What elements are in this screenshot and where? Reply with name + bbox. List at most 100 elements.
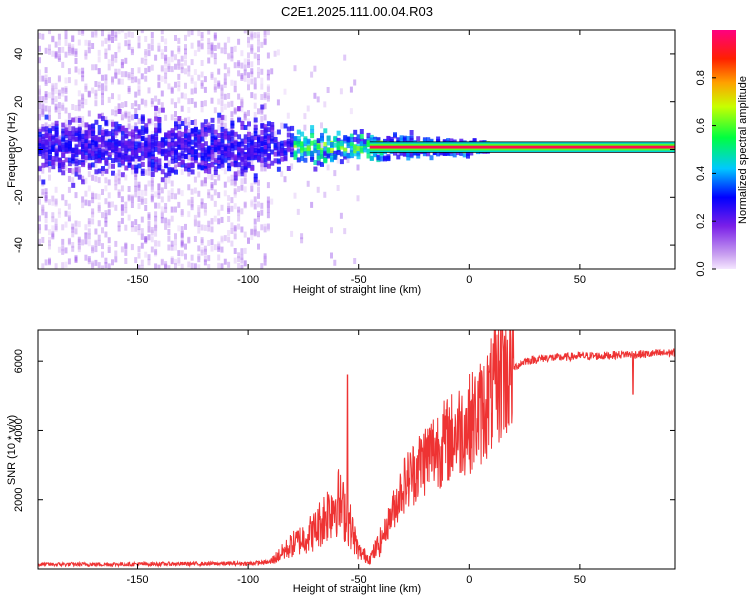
- spectrogram-cell: [220, 93, 224, 100]
- spectrogram-cell: [134, 219, 138, 226]
- spectrogram-cell: [393, 132, 397, 138]
- spectrogram-cell: [97, 139, 101, 146]
- spectrogram-cell: [77, 149, 82, 155]
- spectrogram-cell: [111, 76, 114, 83]
- spectrogram-cell: [353, 129, 358, 135]
- spectrogram-cell: [184, 59, 187, 66]
- spectrogram-cell: [77, 130, 82, 136]
- spectrogram-cell: [300, 131, 305, 137]
- spectrogram-cell: [140, 158, 144, 165]
- spectrogram-cell: [280, 170, 284, 177]
- spectrogram-cell: [452, 152, 457, 158]
- spectrogram-cell: [283, 176, 287, 183]
- spectrogram-cell: [164, 132, 169, 138]
- spectrogram-cell: [71, 44, 75, 51]
- spectrogram-cell: [120, 209, 124, 216]
- spectrogram-cell: [81, 162, 86, 168]
- spectrogram-cell: [220, 237, 224, 244]
- spectrogram-cell: [233, 188, 237, 195]
- spectrogram-cell: [177, 37, 181, 44]
- spectrogram-cell: [134, 141, 139, 147]
- spectrogram-cell: [67, 168, 72, 173]
- spectrogram-cell: [87, 40, 91, 47]
- spectrogram-cell: [101, 251, 104, 258]
- spectrogram-cell: [54, 120, 59, 126]
- spectrogram-cell: [250, 45, 254, 52]
- spectrogram-cell: [127, 88, 131, 94]
- spectrogram-cell: [61, 61, 65, 68]
- spectrogram-cell: [210, 133, 215, 139]
- spectrogram-cell: [48, 236, 51, 243]
- spectrogram-cell: [104, 52, 108, 59]
- spectrogram-cell: [120, 158, 125, 164]
- spectrogram-cell: [127, 162, 132, 168]
- spectrogram-cell: [150, 162, 155, 168]
- spectrogram-cell: [247, 52, 250, 59]
- spectrogram-cell: [134, 114, 139, 119]
- spectrogram-cell: [240, 141, 245, 147]
- spectrogram-cell: [117, 152, 122, 158]
- spectrogram-cell: [61, 87, 65, 94]
- spectrogram-cell: [167, 137, 171, 144]
- spectrogram-cell: [107, 155, 112, 160]
- spectrogram-cell: [91, 247, 95, 254]
- spectrogram-cell: [57, 39, 61, 46]
- spectrogram-cell: [81, 196, 85, 203]
- spectrogram-cell: [203, 134, 207, 141]
- spectrogram-cell: [48, 161, 52, 167]
- spectrogram-cell: [67, 211, 71, 218]
- spectrogram-cell: [54, 137, 59, 143]
- spectrogram-cell: [207, 189, 211, 196]
- spectrogram-cell: [250, 135, 255, 141]
- spectrogram-cell: [260, 68, 264, 75]
- spectrogram-cell: [203, 141, 208, 147]
- spectrogram-cell: [306, 180, 310, 187]
- spectrogram-cell: [111, 30, 114, 34]
- spectrogram-cell: [257, 231, 260, 238]
- spectrogram-cell: [207, 192, 211, 199]
- spectrogram-cell: [160, 107, 165, 113]
- spectrogram-cell: [213, 170, 218, 175]
- spectrogram-cell: [266, 52, 270, 59]
- spectrogram-cell: [227, 195, 231, 202]
- spectrogram-cell: [97, 234, 101, 241]
- spectrogram-cell: [303, 151, 308, 157]
- spectrogram-cell: [462, 152, 467, 158]
- spectrogram-cell: [71, 148, 76, 154]
- spectrogram-cell: [154, 116, 159, 122]
- spectrogram-cell: [64, 164, 68, 171]
- spectrogram-cell: [349, 108, 353, 115]
- spectrogram-cell: [190, 75, 194, 82]
- spectrogram-cell: [120, 59, 124, 66]
- spectrogram-cell: [164, 152, 169, 158]
- spectrogram-cell: [170, 145, 175, 151]
- spectrogram-cell: [237, 223, 241, 230]
- spectrogram-cell: [170, 86, 174, 93]
- spectrogram-cell: [323, 146, 328, 152]
- spectrogram-cell: [187, 261, 191, 268]
- spectrogram-cell: [51, 135, 56, 141]
- spectrogram-cell: [84, 190, 88, 197]
- spectrogram-cell: [101, 99, 104, 106]
- spectrogram-cell: [300, 233, 304, 240]
- spectrogram-cell: [409, 151, 414, 157]
- spectrogram-cell: [81, 95, 85, 102]
- spectrogram-cell: [187, 141, 192, 147]
- spectrogram-cell: [44, 144, 49, 149]
- spectrogram-cell: [87, 47, 91, 54]
- spectrogram-cell: [197, 227, 201, 234]
- spectrogram-cell: [203, 163, 208, 169]
- spectrogram-cell: [91, 151, 96, 157]
- spectrogram-cell: [147, 162, 152, 168]
- spectrogram-cell: [127, 72, 131, 79]
- spectrogram-cell: [164, 177, 168, 184]
- spectrogram-cell: [144, 184, 148, 191]
- spectrogram-cell: [84, 39, 88, 46]
- spectrogram-cell: [213, 179, 217, 186]
- spectrogram-cell: [137, 67, 141, 74]
- spectrogram-cell: [140, 146, 145, 151]
- spectrogram-cell: [144, 198, 148, 205]
- spectrogram-cell: [114, 256, 118, 263]
- spectrogram-cell: [207, 225, 211, 232]
